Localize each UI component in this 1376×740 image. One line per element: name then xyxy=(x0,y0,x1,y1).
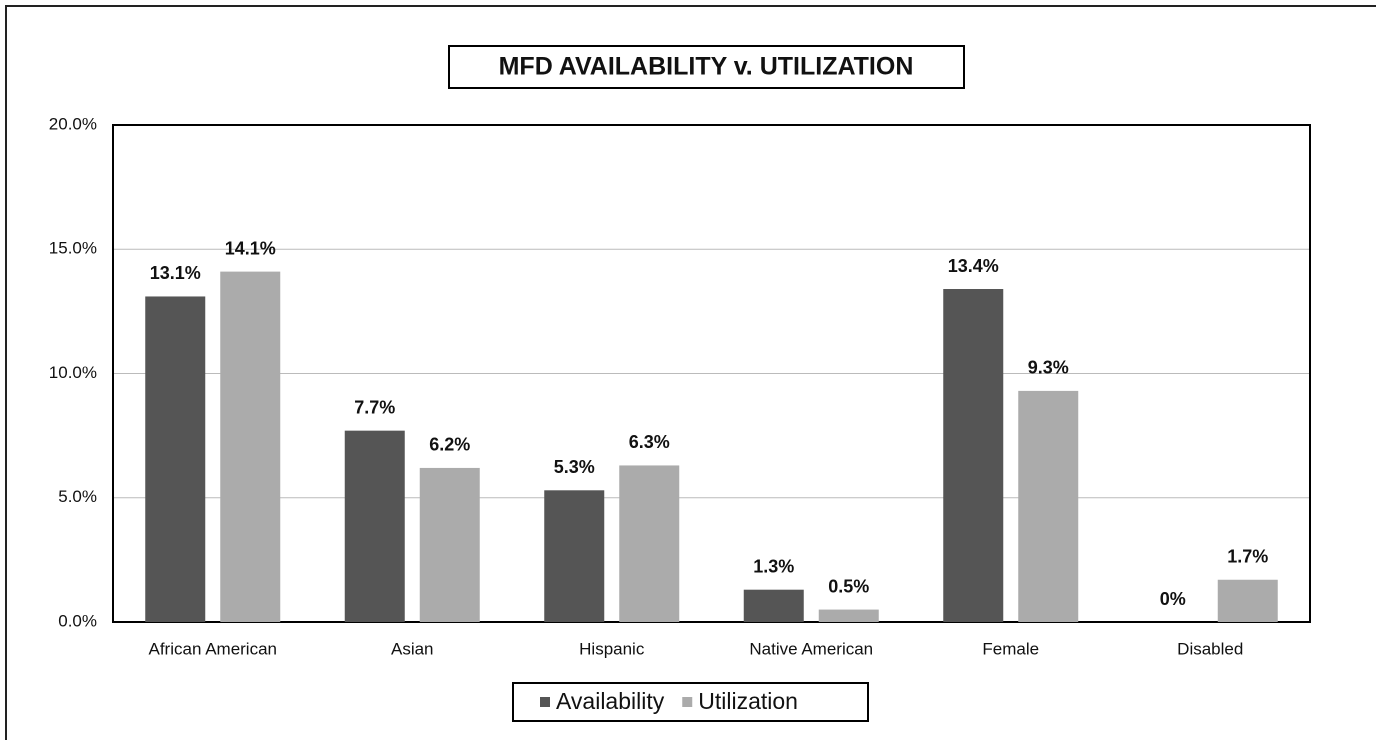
x-tick-label: Native American xyxy=(749,639,873,658)
value-label: 9.3% xyxy=(1028,358,1069,378)
chart-title: MFD AVAILABILITY v. UTILIZATION xyxy=(499,53,914,81)
bar xyxy=(943,289,1004,622)
bar xyxy=(818,609,879,622)
value-label: 0% xyxy=(1160,589,1186,609)
legend-label: Availability xyxy=(556,688,665,714)
bar xyxy=(220,271,281,622)
bar xyxy=(544,490,605,622)
x-tick-label: Hispanic xyxy=(579,639,645,658)
bar xyxy=(344,430,405,622)
y-tick-label: 20.0% xyxy=(49,114,97,133)
value-label: 5.3% xyxy=(554,457,595,477)
value-label: 1.3% xyxy=(753,556,794,576)
title-box xyxy=(448,45,965,89)
value-label: 13.4% xyxy=(948,256,999,276)
y-tick-label: 10.0% xyxy=(49,363,97,382)
bar xyxy=(619,465,680,622)
bar xyxy=(145,296,206,622)
bar xyxy=(1217,579,1278,622)
value-label: 1.7% xyxy=(1227,547,1268,567)
legend-label: Utilization xyxy=(698,688,798,714)
value-label: 0.5% xyxy=(828,576,869,596)
value-label: 6.2% xyxy=(429,435,470,455)
x-tick-label: Asian xyxy=(391,639,434,658)
legend-swatch xyxy=(540,697,550,707)
value-label: 13.1% xyxy=(150,263,201,283)
bar xyxy=(743,589,804,622)
bar xyxy=(419,467,480,622)
y-tick-label: 15.0% xyxy=(49,239,97,258)
x-tick-label: Female xyxy=(982,639,1039,658)
plot-border xyxy=(112,124,1311,623)
frame xyxy=(5,5,1376,740)
bar xyxy=(1018,390,1079,622)
x-tick-label: Disabled xyxy=(1177,639,1243,658)
x-tick-label: African American xyxy=(149,639,278,658)
y-tick-label: 0.0% xyxy=(58,611,97,630)
value-label: 7.7% xyxy=(354,397,395,417)
value-label: 14.1% xyxy=(225,238,276,258)
y-tick-label: 5.0% xyxy=(58,487,97,506)
value-label: 6.3% xyxy=(629,432,670,452)
legend-swatch xyxy=(682,697,693,707)
